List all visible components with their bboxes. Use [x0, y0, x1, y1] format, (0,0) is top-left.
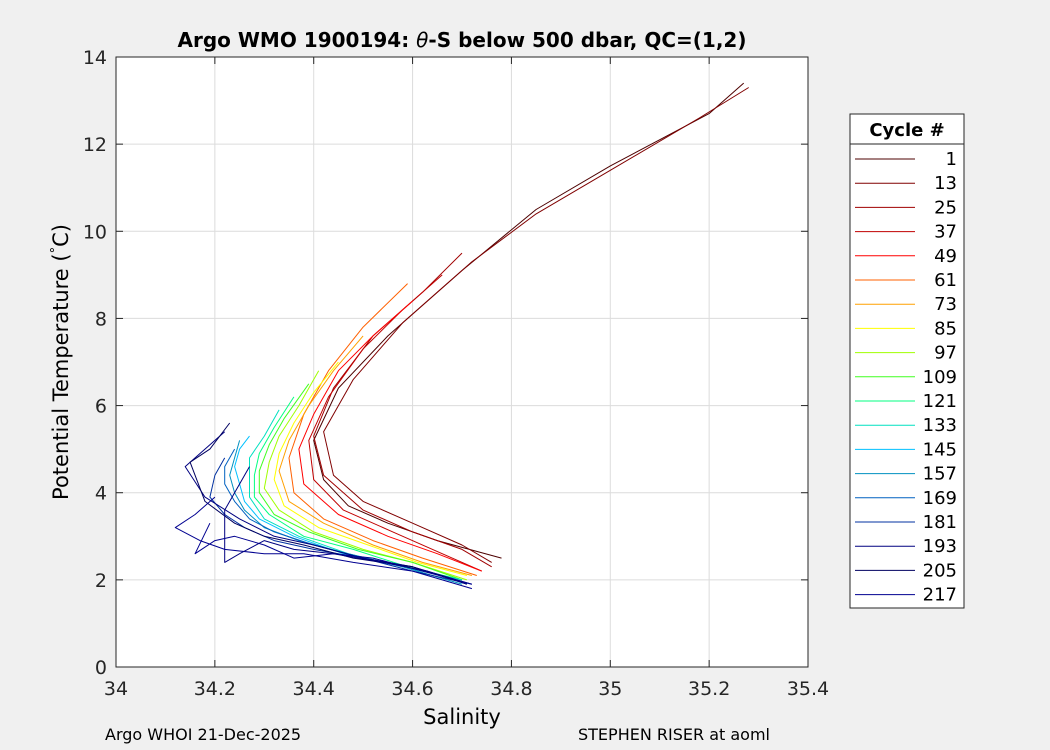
x-tick-label: 34	[104, 678, 128, 700]
legend-label: 145	[923, 439, 957, 460]
title-prefix: Argo WMO 1900194:	[178, 28, 417, 52]
y-tick-label: 12	[83, 134, 107, 156]
legend-label: 157	[923, 464, 957, 485]
x-tick-label: 35.4	[787, 678, 829, 700]
series-line	[224, 466, 468, 585]
legend-label: 121	[923, 391, 957, 412]
legend-label: 97	[934, 343, 957, 364]
y-tick-label: 2	[95, 570, 107, 592]
series-line	[263, 370, 468, 581]
chart-title: Argo WMO 1900194: θ-S below 500 dbar, QC…	[178, 28, 747, 52]
y-tick-label: 8	[95, 308, 107, 330]
legend-entries: 1 13 25 37 49 61 73 85 97 109 121 133 145 157 169 181 19…	[855, 149, 957, 606]
legend-label: 217	[923, 585, 957, 606]
y-axis-label-unit: C)	[49, 224, 73, 247]
series-line	[288, 283, 477, 576]
series-line	[313, 82, 745, 559]
y-tick-label: 0	[95, 657, 107, 679]
series-line	[253, 396, 463, 581]
legend-title: Cycle #	[869, 120, 944, 141]
x-axis-label: Salinity	[423, 705, 501, 729]
y-tick-label: 6	[95, 396, 107, 418]
legend-label: 193	[923, 536, 957, 557]
y-tick-label: 10	[83, 221, 107, 243]
x-tick-label: 34.8	[490, 678, 532, 700]
series-line	[258, 383, 463, 581]
series-line	[298, 300, 482, 572]
y-tick-label: 4	[95, 483, 107, 505]
series-line	[323, 87, 749, 563]
footer-right-text: STEPHEN RISER at aoml	[578, 725, 770, 744]
plot-area	[116, 57, 808, 667]
y-axis-label: Potential Temperature (°C)	[49, 224, 73, 500]
x-tick-label: 34.4	[293, 678, 335, 700]
y-tick-label: 14	[83, 47, 107, 69]
x-tick-label: 34.2	[194, 678, 236, 700]
title-theta: θ	[416, 28, 428, 52]
legend-label: 85	[934, 318, 957, 339]
series-line	[308, 274, 483, 572]
title-suffix: -S below 500 dbar, QC=(1,2)	[428, 28, 746, 52]
plot-frame	[115, 56, 809, 668]
legend-label: 133	[923, 415, 957, 436]
legend-label: 49	[934, 246, 957, 267]
y-axis-label-degree: °	[49, 247, 64, 254]
footer-left-text: Argo WHOI 21-Dec-2025	[105, 725, 302, 744]
legend-label: 25	[934, 197, 957, 218]
x-tick-label: 35.2	[688, 678, 730, 700]
legend-label: 61	[934, 270, 957, 291]
grid	[116, 57, 808, 667]
series-line	[278, 335, 473, 576]
x-tick-label: 35	[598, 678, 622, 700]
legend-label: 205	[923, 560, 957, 581]
legend-label: 181	[923, 512, 957, 533]
legend-label: 37	[934, 222, 957, 243]
legend-box	[849, 113, 965, 609]
legend: Cycle # 1 13 25 37 49 61 73 85 97 109 121 133 145 157…	[849, 113, 965, 609]
y-axis-label-main: Potential Temperature (	[49, 253, 73, 500]
legend-label: 13	[934, 173, 957, 194]
legend-label: 109	[923, 367, 957, 388]
legend-label: 169	[923, 488, 957, 509]
series-layer	[174, 82, 749, 590]
series-line	[273, 361, 468, 576]
ticks: 34 34.2 34.4 34.6 34.8 35 35.2 35.4 0 2 4 6 8 10 12 14	[83, 47, 829, 700]
x-tick-label: 34.6	[391, 678, 433, 700]
legend-label: 73	[934, 294, 957, 315]
series-line	[194, 522, 473, 585]
legend-label: 1	[946, 149, 957, 170]
